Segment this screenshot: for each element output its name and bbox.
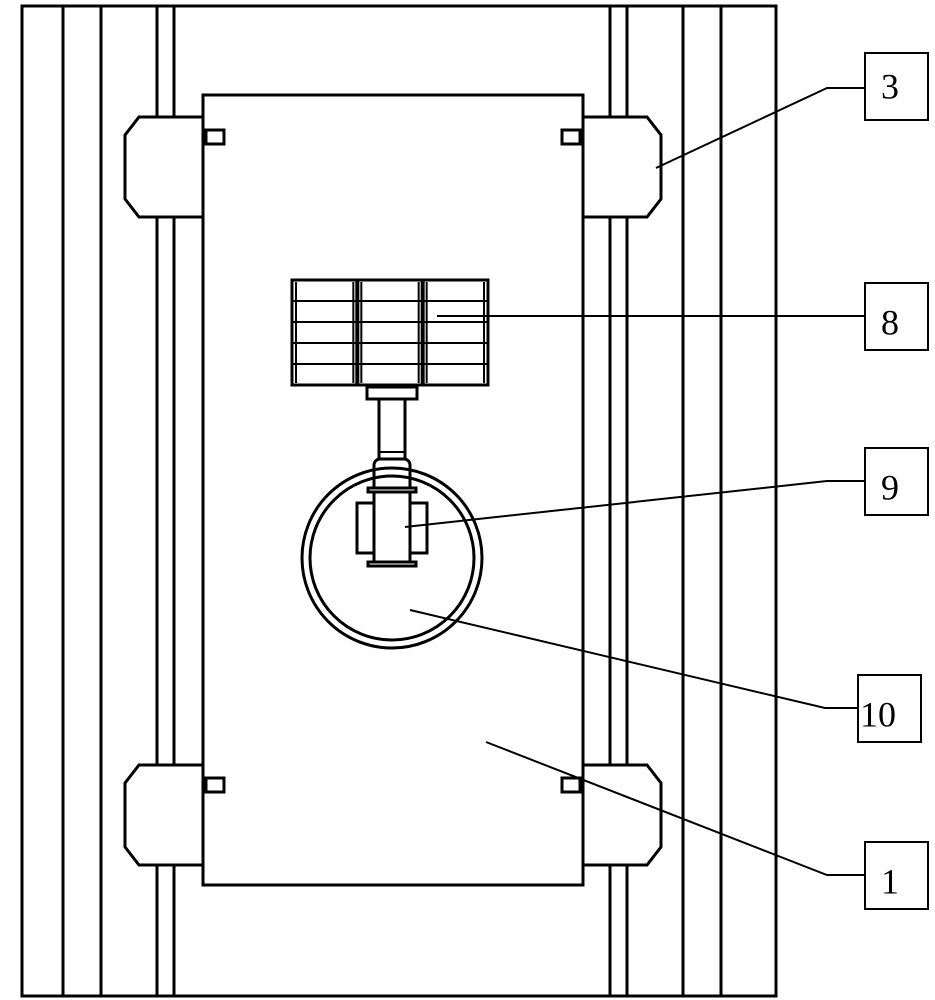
rail-right-outer [683,6,721,996]
rail-left-outer [63,6,101,996]
hub-arm-left-block [357,503,374,553]
wheel-3 [583,765,661,865]
label-9-text: 9 [881,467,899,507]
hub-arm-right-block [410,503,427,553]
label-10-text: 10 [860,694,896,734]
label-1-text: 1 [881,861,899,901]
wheel-2 [125,765,203,865]
wheel-1 [583,117,661,217]
label-3-text: 3 [881,66,899,106]
wheel-0 [125,117,203,217]
label-8-text: 8 [881,302,899,342]
